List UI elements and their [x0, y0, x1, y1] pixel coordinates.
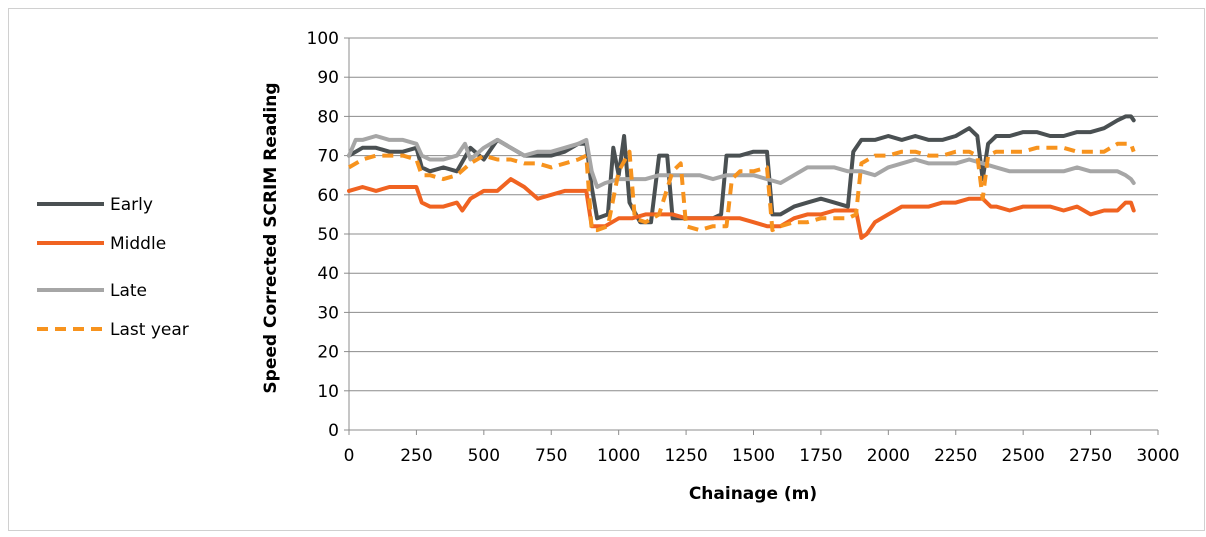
chart-area-border: [8, 8, 1205, 531]
series-lines: [347, 114, 1136, 240]
x-tick-label-1000: 1000: [597, 446, 640, 466]
y-tick-label-100: 100: [307, 29, 339, 49]
x-tick-label-1250: 1250: [664, 446, 707, 466]
x-tick-label-1500: 1500: [732, 446, 775, 466]
x-tick-label-2000: 2000: [867, 446, 910, 466]
x-tick-labels: 0 250 500 750 1000 1250 1500 1750 2000 2250 2500 27…: [344, 446, 1180, 466]
legend-label-last-year: Last year: [110, 320, 189, 340]
y-tick-label-70: 70: [317, 147, 339, 167]
x-tick-label-2750: 2750: [1069, 446, 1112, 466]
legend-label-early: Early: [110, 195, 153, 215]
series-line-late: [347, 134, 1136, 189]
axes: [344, 37, 1159, 435]
x-tick-label-2500: 2500: [1002, 446, 1045, 466]
y-tick-label-60: 60: [317, 186, 339, 206]
legend-label-middle: Middle: [110, 234, 166, 254]
legend-label-late: Late: [110, 281, 147, 301]
x-tick-label-0: 0: [344, 446, 355, 466]
x-tick-label-250: 250: [400, 446, 432, 466]
y-tick-label-10: 10: [317, 382, 339, 402]
y-tick-label-90: 90: [317, 68, 339, 88]
x-tick-label-3000: 3000: [1136, 446, 1179, 466]
x-tick-label-500: 500: [468, 446, 500, 466]
y-tick-label-30: 30: [317, 303, 339, 323]
y-tick-label-0: 0: [328, 421, 339, 441]
legend: Early Middle Late Last year: [37, 195, 189, 340]
y-tick-labels: 0 10 20 30 40 50 60 70 80 90 100: [307, 29, 339, 441]
y-tick-label-50: 50: [317, 225, 339, 245]
y-tick-label-80: 80: [317, 107, 339, 127]
gridlines: [349, 37, 1158, 392]
x-tick-label-1750: 1750: [799, 446, 842, 466]
x-axis-label: Chainage (m): [689, 484, 817, 504]
y-tick-label-40: 40: [317, 264, 339, 284]
y-tick-label-20: 20: [317, 343, 339, 363]
series-line-last-year: [347, 141, 1136, 233]
series-line-middle: [347, 177, 1136, 240]
x-tick-label-750: 750: [535, 446, 567, 466]
x-tick-label-2250: 2250: [934, 446, 977, 466]
y-axis-label: Speed Corrected SCRIM Reading: [261, 82, 281, 393]
